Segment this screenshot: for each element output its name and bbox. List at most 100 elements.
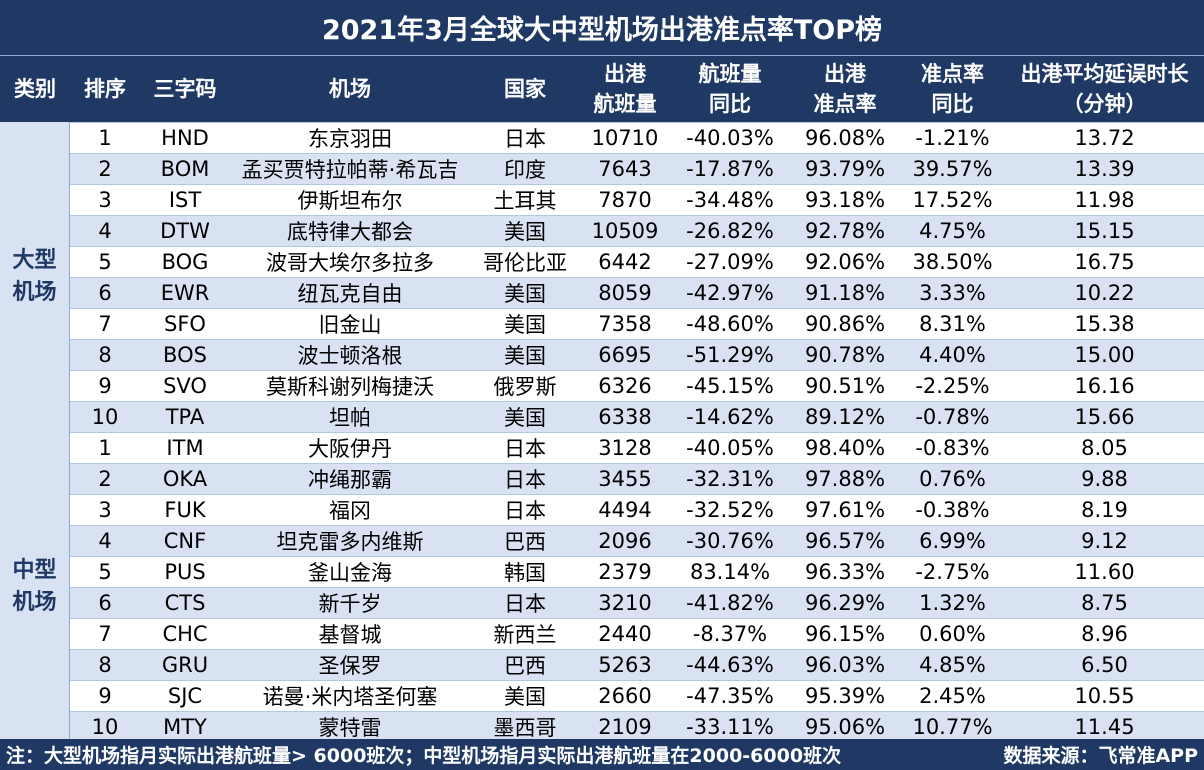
cell-flights: 5263	[598, 653, 652, 677]
header-flights-yoy-line2: 同比	[709, 92, 751, 116]
cell-otp-yoy: 4.40%	[919, 343, 986, 367]
table-row: 2 BOM 孟买贾特拉帕蒂·希瓦吉 印度 7643 -17.87% 93.79% 39.57%…	[70, 153, 1204, 184]
cell-rank: 8	[98, 343, 112, 367]
cell-code: BOM	[160, 157, 210, 181]
cell-rank: 1	[98, 436, 112, 460]
cell-rank: 1	[98, 126, 112, 150]
cell-otp: 98.40%	[804, 436, 886, 460]
header-otp: 出港 准点率	[790, 56, 900, 122]
cell-flights: 3128	[598, 436, 652, 460]
cell-code: BOS	[163, 343, 207, 367]
table-row: 3 IST 伊斯坦布尔 土耳其 7870 -34.48% 93.18% 17.52% 11.98	[70, 184, 1204, 215]
cell-country: 印度	[504, 158, 546, 182]
cell-otp: 90.78%	[804, 343, 886, 367]
cell-country: 美国	[504, 282, 546, 306]
cell-rank: 4	[98, 219, 112, 243]
cell-otp: 93.18%	[804, 188, 886, 212]
cell-flights-yoy: -17.87%	[686, 157, 774, 181]
cell-country: 日本	[504, 499, 546, 523]
header-airport-label: 机场	[329, 77, 371, 101]
table-row: 10 TPA 坦帕 美国 6338 -14.62% 89.12% -0.78% 15.66	[70, 401, 1204, 432]
table-row: 7 CHC 基督城 新西兰 2440 -8.37% 96.15% 0.60% 8.96	[70, 618, 1204, 649]
cell-otp-yoy: 10.77%	[912, 715, 993, 739]
cell-otp-yoy: 0.76%	[919, 467, 986, 491]
cell-code: ITM	[166, 436, 204, 460]
cell-country: 巴西	[504, 530, 546, 554]
cell-flights: 3210	[598, 591, 652, 615]
table-row: 5 PUS 釜山金海 韩国 2379 83.14% 96.33% -2.75% 11.60	[70, 556, 1204, 587]
footer-source: 数据来源：飞常准APP	[1003, 745, 1198, 767]
header-flights-yoy: 航班量 同比	[670, 56, 790, 122]
cell-otp-yoy: -2.25%	[915, 374, 990, 398]
cell-flights: 6338	[598, 405, 652, 429]
cell-country: 美国	[504, 344, 546, 368]
cell-delay: 11.98	[1074, 188, 1135, 212]
header-country: 国家	[470, 56, 580, 122]
table-row: 1 HND 东京羽田 日本 10710 -40.03% 96.08% -1.21% 13.72	[70, 122, 1204, 153]
cell-airport: 伊斯坦布尔	[297, 189, 403, 213]
footer-note: 注：大型机场指月实际出港航班量> 6000班次；中型机场指月实际出港航班量在20…	[6, 745, 842, 767]
cell-airport: 圣保罗	[318, 654, 382, 678]
cell-flights: 2109	[598, 715, 652, 739]
cell-otp-yoy: 39.57%	[912, 157, 993, 181]
cell-code: CHC	[162, 622, 208, 646]
cell-rank: 5	[98, 250, 112, 274]
cell-otp: 90.51%	[804, 374, 886, 398]
title-text: 2021年3月全球大中型机场出港准点率TOP榜	[321, 15, 883, 46]
cell-delay: 15.00	[1074, 343, 1135, 367]
cell-rank: 4	[98, 529, 112, 553]
cell-delay: 16.75	[1074, 250, 1135, 274]
cell-delay: 15.15	[1074, 219, 1135, 243]
cell-rank: 5	[98, 560, 112, 584]
cell-delay: 10.22	[1074, 281, 1135, 305]
cell-country: 日本	[504, 592, 546, 616]
cell-country: 新西兰	[493, 623, 557, 647]
cell-airport: 釜山金海	[308, 561, 392, 585]
cell-delay: 15.38	[1074, 312, 1135, 336]
cell-rank: 6	[98, 591, 112, 615]
cell-delay: 8.19	[1081, 498, 1128, 522]
cell-airport: 冲绳那霸	[308, 468, 392, 492]
cell-flights-yoy: -41.82%	[686, 591, 774, 615]
cell-otp: 95.06%	[804, 715, 886, 739]
header-airport: 机场	[230, 56, 470, 122]
cell-delay: 8.96	[1081, 622, 1128, 646]
cell-code: SFO	[164, 312, 206, 336]
header-category-label: 类别	[14, 77, 56, 101]
cell-delay: 11.45	[1074, 715, 1135, 739]
cell-rank: 7	[98, 622, 112, 646]
footer: 注：大型机场指月实际出港航班量> 6000班次；中型机场指月实际出港航班量在20…	[0, 739, 1204, 770]
cell-otp-yoy: 4.85%	[919, 653, 986, 677]
header-code-label: 三字码	[153, 77, 217, 101]
cell-otp-yoy: -0.83%	[915, 436, 990, 460]
cell-country: 美国	[504, 406, 546, 430]
cell-flights-yoy: -40.05%	[686, 436, 774, 460]
cell-flights-yoy: -27.09%	[686, 250, 774, 274]
cell-flights-yoy: -32.31%	[686, 467, 774, 491]
cell-otp: 96.03%	[804, 653, 886, 677]
cell-otp-yoy: 17.52%	[912, 188, 993, 212]
cell-rank: 7	[98, 312, 112, 336]
table-row: 9 SVO 莫斯科谢列梅捷沃 俄罗斯 6326 -45.15% 90.51% -2.25% 16…	[70, 370, 1204, 401]
cell-airport: 莫斯科谢列梅捷沃	[266, 375, 434, 399]
table-row: 7 SFO 旧金山 美国 7358 -48.60% 90.86% 8.31% 15.38	[70, 308, 1204, 339]
cell-delay: 13.72	[1074, 126, 1135, 150]
cell-flights: 6695	[598, 343, 652, 367]
cell-delay: 8.75	[1081, 591, 1128, 615]
cell-airport: 新千岁	[318, 592, 382, 616]
cell-flights-yoy: -8.37%	[692, 622, 768, 646]
cell-flights: 2660	[598, 684, 652, 708]
cell-country: 韩国	[504, 561, 546, 585]
cell-airport: 蒙特雷	[318, 716, 382, 740]
cell-delay: 9.12	[1081, 529, 1128, 553]
cell-flights: 7643	[598, 157, 652, 181]
cell-code: CNF	[163, 529, 207, 553]
cell-otp: 92.06%	[804, 250, 886, 274]
cell-otp: 92.78%	[804, 219, 886, 243]
cell-otp-yoy: -1.21%	[915, 126, 990, 150]
cell-airport: 坦帕	[329, 406, 371, 430]
cell-otp-yoy: -2.75%	[915, 560, 990, 584]
header-otp-yoy-line2: 同比	[931, 92, 974, 116]
cell-code: SJC	[167, 684, 203, 708]
cell-flights-yoy: 83.14%	[689, 560, 771, 584]
